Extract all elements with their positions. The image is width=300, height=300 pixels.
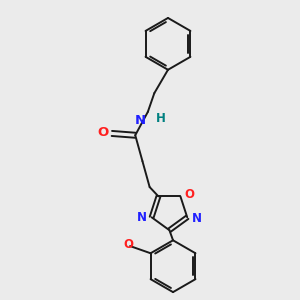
Text: O: O (123, 238, 133, 251)
Text: O: O (98, 126, 109, 139)
Text: O: O (185, 188, 195, 201)
Text: H: H (156, 112, 166, 125)
Text: N: N (137, 211, 147, 224)
Text: N: N (191, 212, 202, 224)
Text: N: N (135, 114, 146, 127)
